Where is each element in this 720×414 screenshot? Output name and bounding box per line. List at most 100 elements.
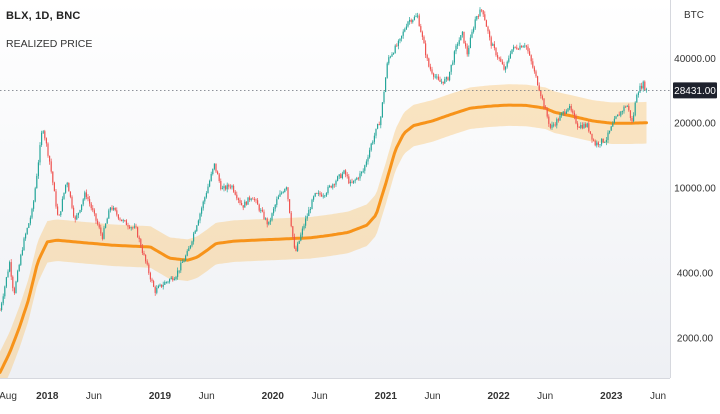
candle-body <box>119 218 121 220</box>
candle-body <box>114 207 116 211</box>
candle-body <box>641 85 643 89</box>
price-candles <box>0 7 647 312</box>
candle-body <box>18 264 20 272</box>
candle-body <box>577 123 579 128</box>
candle-body <box>124 220 126 222</box>
candle-body <box>196 225 198 231</box>
candle-body <box>199 213 201 221</box>
candle-body <box>81 204 83 211</box>
candle-body <box>153 281 155 287</box>
indicator-label[interactable]: REALIZED PRICE <box>6 38 93 50</box>
candle-body <box>105 223 107 228</box>
candle-body <box>175 276 177 280</box>
candle-body <box>258 204 260 211</box>
candle-body <box>9 262 11 272</box>
candle-body <box>429 66 431 70</box>
candle-body <box>327 186 329 194</box>
candle-body <box>473 28 475 32</box>
candle-body <box>282 192 284 193</box>
candle-body <box>23 238 25 251</box>
last-price-line: 28431.00 <box>0 82 717 99</box>
candle-body <box>476 16 478 20</box>
candle-body <box>497 55 499 58</box>
candle-body <box>167 281 169 283</box>
candle-body <box>625 106 627 108</box>
candle-body <box>244 201 246 208</box>
candle-body <box>481 9 483 11</box>
candle-body <box>73 207 75 217</box>
candle-body <box>569 106 571 109</box>
candle-body <box>509 53 511 59</box>
candle-body <box>37 162 39 176</box>
candle-body <box>234 191 236 195</box>
candle-body <box>349 181 351 184</box>
plot-background <box>0 0 670 378</box>
candle-body <box>340 174 342 178</box>
candle-body <box>193 233 195 242</box>
candle-body <box>332 184 334 188</box>
candle-body <box>245 201 247 205</box>
candle-body <box>47 143 49 156</box>
candle-body <box>210 174 212 181</box>
candle-body <box>306 216 308 219</box>
candle-body <box>535 71 537 77</box>
symbol-label[interactable]: BLX, 1D, BNC <box>6 10 81 22</box>
candle-body <box>628 105 630 111</box>
candle-body <box>601 138 603 145</box>
candle-body <box>183 260 185 263</box>
realized-price-line <box>0 103 648 374</box>
candle-body <box>516 47 518 49</box>
candle-body <box>220 181 222 190</box>
candle-body <box>52 171 54 183</box>
candle-body <box>493 44 495 48</box>
candle-body <box>66 182 68 185</box>
candle-body <box>386 63 388 78</box>
candle-body <box>241 203 243 206</box>
last-price-label: 28431.00 <box>674 86 716 97</box>
candle-body <box>98 224 100 228</box>
candle-body <box>441 81 443 83</box>
candle-body <box>132 227 134 229</box>
y-tick-label: 4000.00 <box>677 269 714 280</box>
candle-body <box>205 193 207 198</box>
candle-body <box>93 210 95 214</box>
candle-body <box>621 111 623 112</box>
x-axis-ticks: Aug 2018 Jun 2019 Jun 2020 Jun 2021 Jun 2022 Jun 20… <box>0 391 666 402</box>
candle-body <box>333 184 335 186</box>
candle-body <box>367 157 369 162</box>
candle-body <box>436 76 438 78</box>
candle-body <box>581 125 583 129</box>
candle-body <box>505 66 507 70</box>
candle-body <box>530 55 532 62</box>
candle-body <box>293 236 295 248</box>
candle-body <box>287 187 289 200</box>
candle-body <box>44 131 46 139</box>
candle-body <box>546 108 548 117</box>
candle-body <box>420 26 422 33</box>
candle-body <box>29 217 31 224</box>
candle-body <box>458 40 460 45</box>
x-tick-label: Jun <box>424 391 440 402</box>
candle-body <box>169 279 171 282</box>
candle-body <box>49 155 51 162</box>
y-axis-title: BTC <box>684 10 704 21</box>
candle-body <box>623 106 625 112</box>
candle-body <box>5 277 7 287</box>
candle-body <box>279 193 281 197</box>
candle-body <box>170 277 172 280</box>
candle-body <box>4 286 6 297</box>
candle-body <box>636 95 638 103</box>
candle-body <box>252 198 254 200</box>
y-tick-label: 10000.00 <box>674 183 716 194</box>
candle-body <box>492 44 494 46</box>
candle-body <box>455 45 457 52</box>
candle-body <box>442 81 444 84</box>
x-tick-label: Jun <box>199 391 215 402</box>
candle-body <box>146 261 148 265</box>
candle-body <box>233 185 235 192</box>
candle-body <box>101 233 103 239</box>
candle-body <box>450 64 452 72</box>
candle-body <box>357 177 359 179</box>
candle-body <box>602 138 604 143</box>
candle-body <box>164 282 166 285</box>
